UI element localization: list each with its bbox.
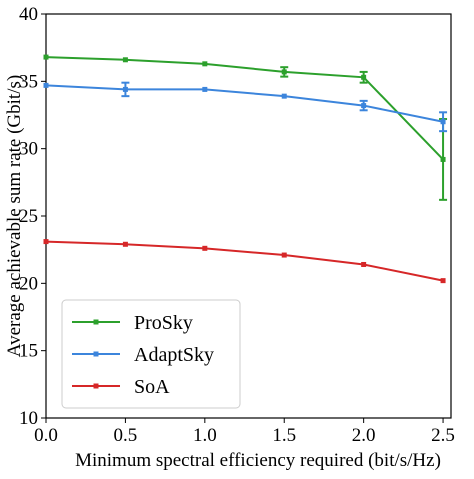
data-point (281, 69, 287, 75)
legend-box (61, 299, 241, 409)
x-tick-label: 1.5 (272, 425, 296, 446)
x-axis-label: Minimum spectral efficiency required (bi… (75, 450, 441, 471)
data-point (361, 74, 367, 80)
y-axis-label: Average achievable sum rate (Gbit/s) (4, 75, 25, 357)
legend-swatch-marker (93, 351, 99, 357)
series-line-adaptsky (45, 84, 444, 123)
data-point (202, 245, 208, 251)
legend-label-soa: SoA (134, 376, 170, 398)
y-tick-label: 20 (19, 273, 38, 294)
y-tick-label: 35 (19, 71, 38, 92)
data-point (361, 261, 367, 267)
y-tick-label: 10 (19, 408, 38, 429)
data-point (43, 82, 49, 88)
x-tick-label: 1.0 (193, 425, 217, 446)
x-tick-label: 2.5 (431, 425, 455, 446)
series-line-soa (45, 240, 444, 282)
data-point (122, 241, 128, 247)
legend-label-prosky: ProSky (134, 312, 193, 334)
data-point (202, 86, 208, 92)
data-point (281, 93, 287, 99)
data-point (361, 103, 367, 109)
x-tick-label: 0.0 (34, 425, 58, 446)
y-tick-label: 40 (19, 4, 38, 25)
legend-swatch-marker (93, 319, 99, 325)
legend-swatch-marker (93, 383, 99, 389)
data-point (440, 278, 446, 284)
x-tick-label: 0.5 (114, 425, 138, 446)
x-tick-label: 2.0 (352, 425, 376, 446)
y-tick-label: 25 (19, 206, 38, 227)
data-point (122, 57, 128, 63)
legend-label-adaptsky: AdaptSky (134, 344, 214, 366)
y-tick-label: 15 (19, 341, 38, 362)
data-point (43, 239, 49, 245)
y-tick-label: 30 (19, 139, 38, 160)
legend: ProSky AdaptSky SoA (61, 299, 241, 409)
series-layer (43, 54, 448, 284)
data-point (43, 54, 49, 60)
data-point (281, 252, 287, 258)
data-point (122, 86, 128, 92)
data-point (440, 156, 446, 162)
data-point (202, 61, 208, 67)
axes: 0.0 0.5 1.0 1.5 2.0 2.5 10 15 20 25 30 35 40 (19, 4, 455, 446)
data-point (440, 119, 446, 125)
series-line-prosky (45, 56, 444, 161)
